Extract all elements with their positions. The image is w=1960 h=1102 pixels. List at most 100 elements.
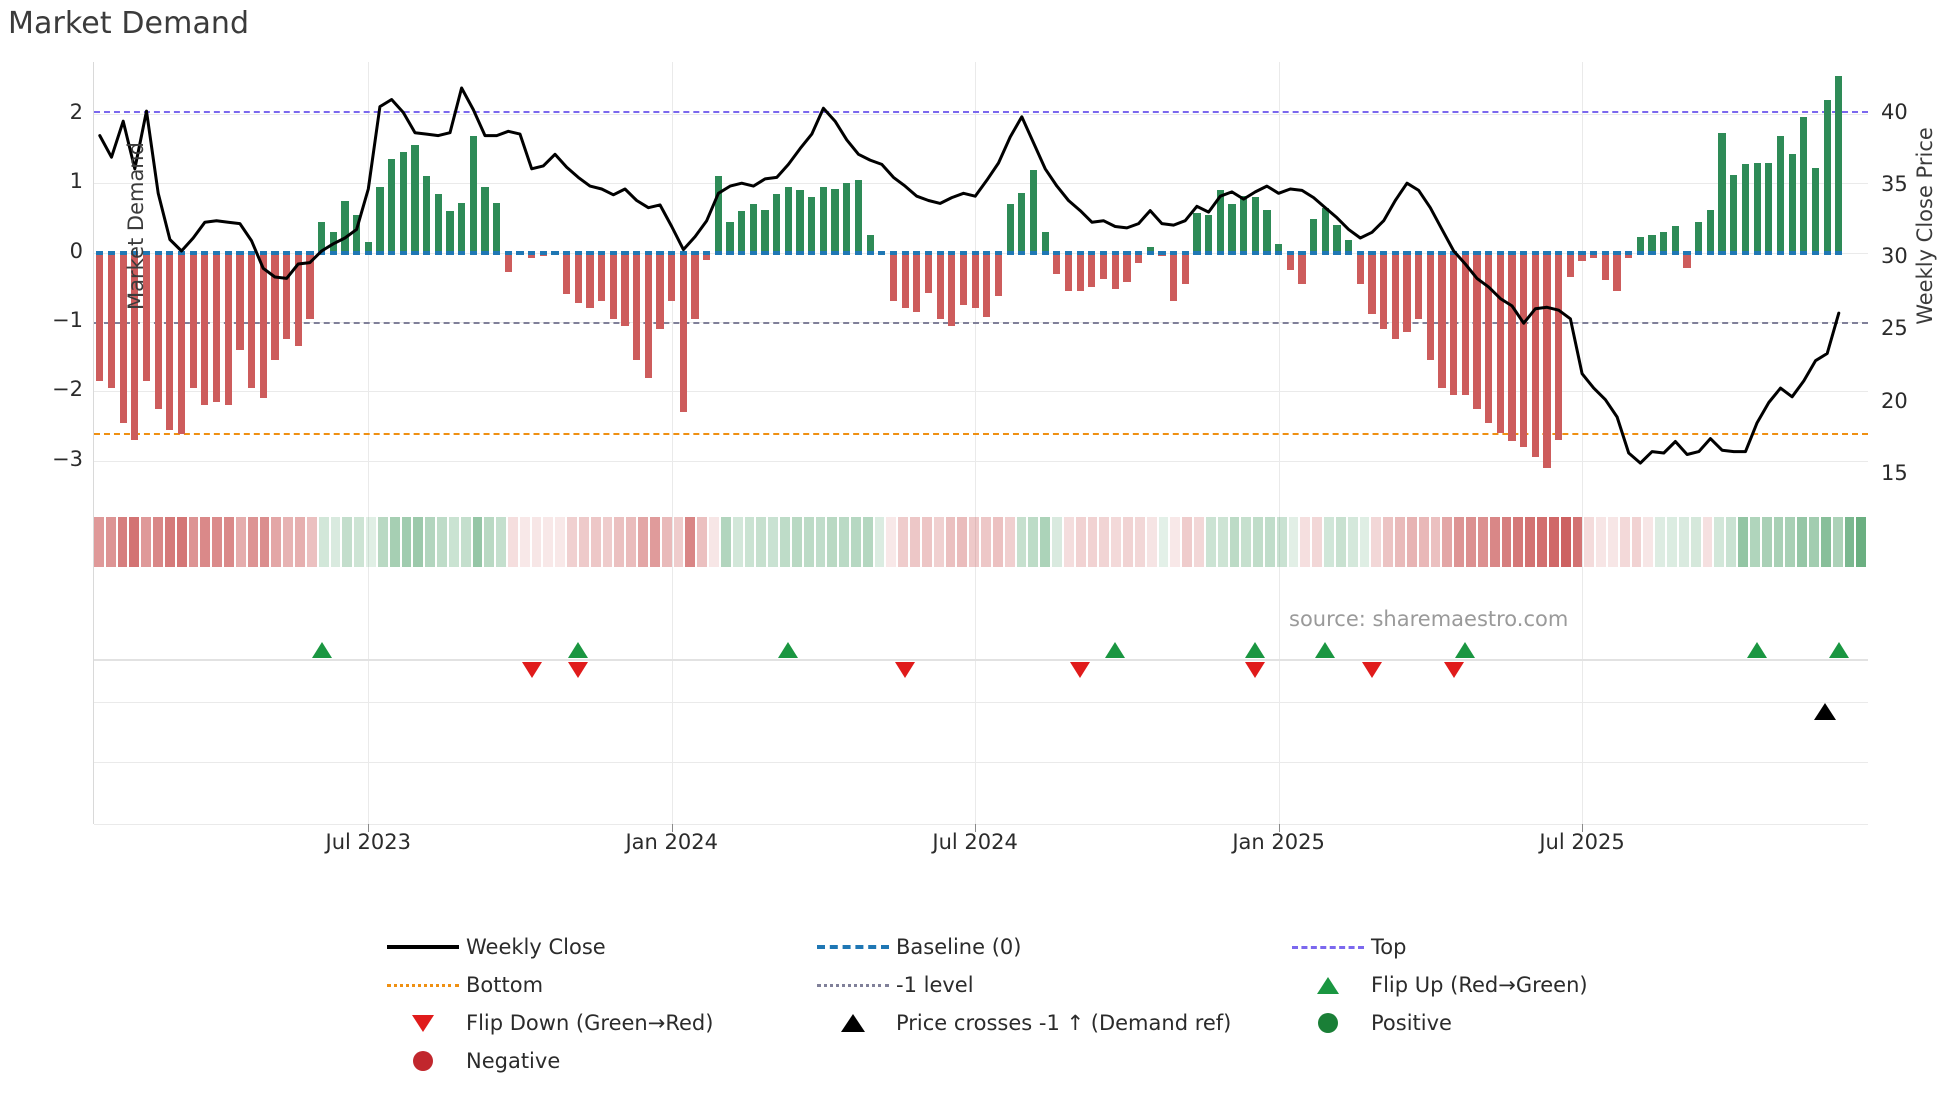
legend-item[interactable]: Bottom bbox=[380, 973, 810, 997]
heat-cell bbox=[1501, 517, 1512, 567]
y2-axis-title: Weekly Close Price bbox=[1913, 127, 1937, 325]
heat-cell bbox=[1832, 517, 1843, 567]
x-tick-label: Jan 2024 bbox=[625, 830, 718, 854]
heat-cell bbox=[1288, 517, 1299, 567]
demand-bar bbox=[1671, 226, 1680, 253]
chart-legend: Weekly Close Baseline (0) Top Bottom -1 leve… bbox=[380, 928, 1620, 1080]
heat-cell bbox=[484, 517, 495, 567]
heat-cell bbox=[661, 517, 672, 567]
demand-bar bbox=[1578, 252, 1586, 262]
heat-cell bbox=[1844, 517, 1855, 567]
demand-bar bbox=[1088, 252, 1096, 288]
baseline-cap bbox=[1204, 250, 1213, 255]
baseline-cap bbox=[808, 250, 816, 255]
demand-bar bbox=[271, 252, 279, 361]
demand-bar bbox=[282, 252, 291, 340]
heat-cell bbox=[1052, 517, 1062, 567]
demand-bar bbox=[1193, 212, 1201, 253]
legend-item[interactable]: Baseline (0) bbox=[810, 935, 1285, 959]
demand-bar bbox=[1543, 252, 1551, 468]
legend-item[interactable]: Negative bbox=[380, 1049, 810, 1073]
baseline-cap bbox=[691, 250, 699, 255]
demand-heat-strip bbox=[94, 517, 1868, 567]
heat-cell bbox=[1205, 517, 1216, 567]
demand-bar bbox=[959, 252, 968, 305]
triangle-up-icon bbox=[1285, 973, 1371, 997]
baseline-cap bbox=[749, 250, 758, 255]
demand-bar bbox=[1310, 219, 1318, 253]
baseline-cap bbox=[1356, 250, 1364, 255]
heat-cell bbox=[1134, 517, 1145, 567]
baseline-cap bbox=[1333, 250, 1341, 255]
heat-cell bbox=[1335, 517, 1346, 567]
flip-up-marker bbox=[1245, 642, 1266, 658]
heat-cell bbox=[1525, 517, 1536, 567]
heat-cell bbox=[164, 517, 175, 567]
demand-bar bbox=[1520, 252, 1528, 447]
baseline-cap bbox=[843, 250, 851, 255]
baseline-cap bbox=[1216, 250, 1224, 255]
demand-bar bbox=[434, 193, 442, 253]
demand-bar bbox=[423, 176, 431, 253]
legend-item[interactable]: Weekly Close bbox=[380, 935, 810, 959]
heat-cell bbox=[1560, 517, 1571, 567]
heat-cell bbox=[342, 517, 353, 567]
demand-bar bbox=[726, 221, 734, 253]
demand-bar bbox=[1345, 240, 1353, 253]
baseline-cap bbox=[1134, 250, 1143, 255]
demand-bar bbox=[936, 252, 944, 319]
baseline-cap bbox=[1566, 250, 1574, 255]
legend-item[interactable]: Flip Up (Red→Green) bbox=[1285, 973, 1615, 997]
baseline-cap bbox=[924, 250, 933, 255]
baseline-cap bbox=[971, 250, 979, 255]
legend-item[interactable]: Top bbox=[1285, 935, 1615, 959]
demand-bar bbox=[574, 252, 582, 303]
heat-cell bbox=[306, 517, 317, 567]
baseline-cap bbox=[1613, 250, 1621, 255]
baseline-cap bbox=[551, 250, 559, 255]
baseline-cap bbox=[761, 250, 769, 255]
heat-cell bbox=[1016, 517, 1027, 567]
baseline-cap bbox=[1543, 250, 1551, 255]
baseline-cap bbox=[376, 250, 384, 255]
heat-cell bbox=[200, 517, 211, 567]
demand-bar bbox=[458, 202, 466, 253]
baseline-cap bbox=[329, 250, 337, 255]
baseline-cap bbox=[959, 250, 968, 255]
x-tick-label: Jul 2023 bbox=[325, 830, 411, 854]
heat-cell bbox=[1383, 517, 1394, 567]
demand-bar bbox=[1006, 204, 1014, 253]
legend-item[interactable]: Positive bbox=[1285, 1011, 1615, 1035]
legend-item[interactable]: -1 level bbox=[810, 973, 1285, 997]
heat-cell bbox=[1264, 517, 1275, 567]
demand-bar bbox=[1730, 175, 1738, 253]
gridline-h bbox=[94, 702, 1868, 703]
baseline-cap bbox=[1310, 250, 1318, 255]
baseline-cap bbox=[1041, 250, 1049, 255]
baseline-cap bbox=[1064, 250, 1073, 255]
demand-bar bbox=[166, 252, 174, 430]
heat-cell bbox=[1572, 517, 1583, 567]
baseline-cap bbox=[1298, 250, 1306, 255]
baseline-cap bbox=[528, 250, 536, 255]
legend-item[interactable]: Flip Down (Green→Red) bbox=[380, 1011, 810, 1035]
heat-cell bbox=[567, 517, 577, 567]
demand-bar bbox=[201, 252, 209, 406]
baseline-cap bbox=[784, 250, 793, 255]
baseline-cap bbox=[341, 250, 349, 255]
chart-inner: source: sharemaestro.com 2 1 0 −1 −2 −3 40 35 3… bbox=[52, 62, 1937, 854]
y2-tick-label: 40 bbox=[1881, 99, 1908, 124]
heat-cell bbox=[460, 517, 471, 567]
demand-bar bbox=[189, 252, 197, 388]
baseline-cap bbox=[1018, 250, 1026, 255]
legend-item[interactable]: Price crosses -1 ↑ (Demand ref) bbox=[810, 1011, 1285, 1035]
demand-bar bbox=[1508, 252, 1516, 442]
demand-bar bbox=[901, 252, 909, 309]
triangle-up-black-icon bbox=[810, 1011, 896, 1035]
heat-cell bbox=[969, 517, 980, 567]
baseline-cap bbox=[177, 250, 186, 255]
demand-bar bbox=[1298, 252, 1306, 284]
baseline-cap bbox=[154, 250, 162, 255]
flip-up-marker bbox=[1828, 642, 1849, 658]
heat-cell bbox=[472, 517, 483, 567]
